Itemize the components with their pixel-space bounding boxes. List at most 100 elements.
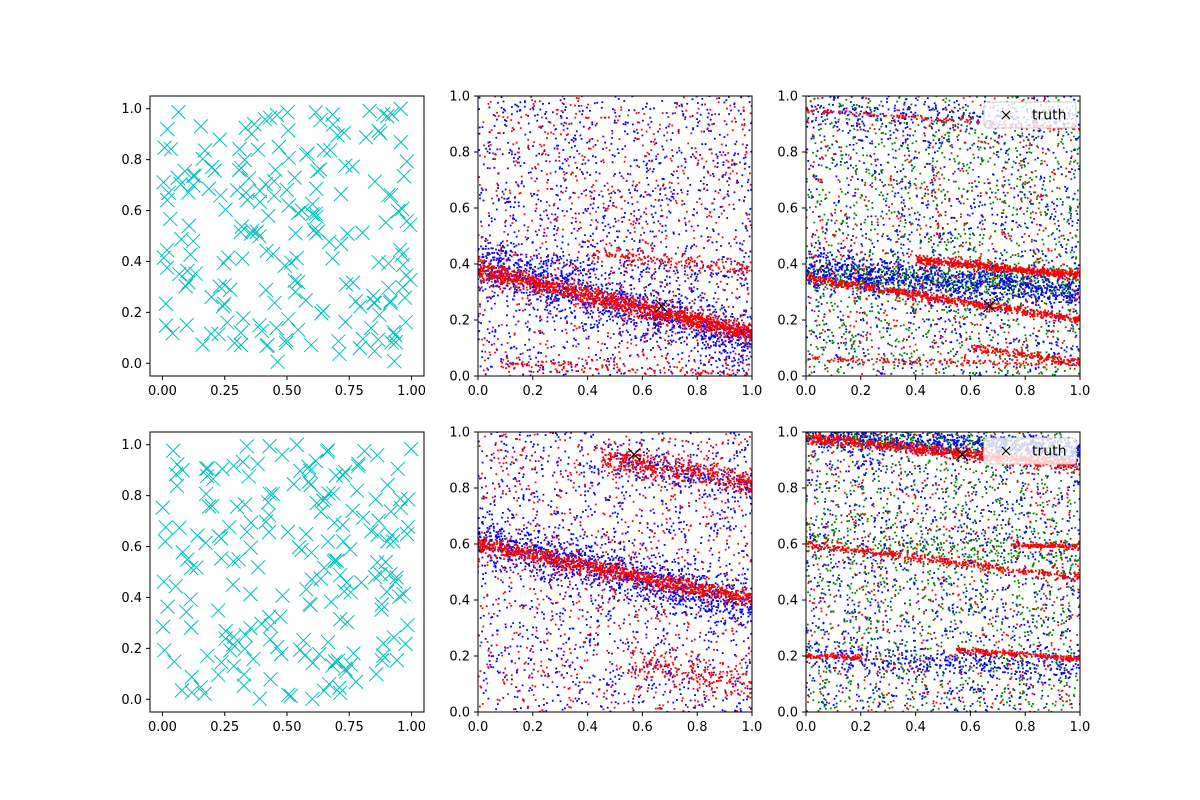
data-point: [549, 172, 552, 175]
data-point: [647, 271, 650, 274]
data-point: [717, 286, 720, 288]
data-point: [738, 296, 741, 298]
data-point: [488, 296, 491, 299]
data-point: [522, 373, 524, 376]
data-point: [510, 242, 512, 244]
data-point: [541, 290, 543, 293]
data-point: [674, 272, 677, 275]
data-point: [677, 297, 680, 300]
data-point: [478, 330, 481, 332]
data-point: [727, 195, 730, 197]
data-point: [692, 127, 694, 130]
data-point: [563, 173, 566, 176]
data-point: [727, 190, 729, 193]
data-point: [490, 271, 493, 274]
data-point: [398, 314, 414, 330]
data-point: [492, 285, 495, 288]
data-point: [732, 350, 735, 353]
data-point: [616, 293, 619, 296]
data-point: [711, 114, 713, 116]
data-point: [643, 314, 645, 317]
data-point: [617, 316, 619, 319]
data-point: [497, 270, 500, 273]
data-point: [570, 322, 573, 325]
data-point: [532, 280, 535, 282]
data-point: [573, 278, 576, 281]
data-point: [490, 129, 493, 132]
data-point: [731, 313, 733, 315]
data-point: [582, 274, 584, 277]
data-point: [491, 278, 493, 280]
data-point: [617, 119, 619, 122]
data-point: [478, 108, 480, 110]
data-point: [586, 301, 589, 304]
data-point: [624, 306, 627, 308]
data-point: [491, 265, 494, 268]
data-point: [673, 170, 675, 173]
data-point: [641, 134, 644, 137]
data-point: [712, 320, 715, 323]
data-point: [734, 143, 737, 145]
data-point: [710, 345, 713, 348]
data-point: [488, 286, 491, 289]
data-point: [515, 160, 518, 163]
data-point: [745, 338, 748, 340]
data-point: [639, 310, 641, 313]
data-point: [550, 273, 552, 275]
data-point: [522, 185, 525, 188]
data-point: [709, 317, 712, 320]
data-point: [492, 276, 494, 279]
data-point: [594, 273, 597, 276]
data-point: [680, 358, 683, 360]
data-point: [666, 275, 668, 278]
data-point: [533, 291, 536, 294]
data-point: [227, 335, 242, 351]
data-point: [716, 320, 718, 323]
data-point: [666, 361, 669, 363]
data-point: [591, 138, 594, 140]
data-point: [743, 256, 746, 258]
data-point: [529, 171, 532, 174]
data-point: [695, 316, 698, 319]
data-point: [658, 162, 661, 165]
data-point: [529, 374, 532, 376]
data-point: [602, 215, 605, 218]
data-point: [741, 272, 744, 275]
data-point: [503, 231, 506, 233]
data-point: [525, 272, 528, 274]
data-point: [611, 204, 614, 207]
data-point: [603, 301, 606, 303]
data-point: [216, 296, 232, 312]
data-point: [556, 256, 559, 259]
data-point: [624, 130, 626, 133]
data-point: [598, 293, 600, 295]
data-point: [669, 199, 672, 202]
data-point: [620, 175, 623, 178]
data-point: [497, 101, 499, 104]
data-point: [684, 158, 687, 161]
data-point: [683, 325, 686, 327]
data-point: [748, 101, 751, 103]
data-point: [715, 315, 717, 318]
data-point: [721, 343, 724, 346]
data-point: [669, 329, 671, 331]
data-point: [733, 162, 735, 165]
data-point: [543, 149, 546, 151]
data-point: [589, 138, 591, 141]
data-point: [551, 277, 554, 280]
data-point: [741, 123, 743, 126]
data-point: [181, 275, 196, 290]
data-point: [185, 168, 201, 184]
data-point: [703, 292, 706, 295]
data-point: [637, 355, 640, 358]
data-point: [686, 343, 688, 346]
data-point: [623, 291, 626, 293]
data-point: [582, 241, 585, 243]
data-point: [612, 333, 615, 335]
data-point: [623, 216, 625, 218]
data-point: [688, 318, 691, 321]
data-point: [363, 320, 379, 336]
data-point: [487, 145, 490, 147]
data-point: [620, 334, 623, 337]
data-point: [728, 177, 730, 179]
